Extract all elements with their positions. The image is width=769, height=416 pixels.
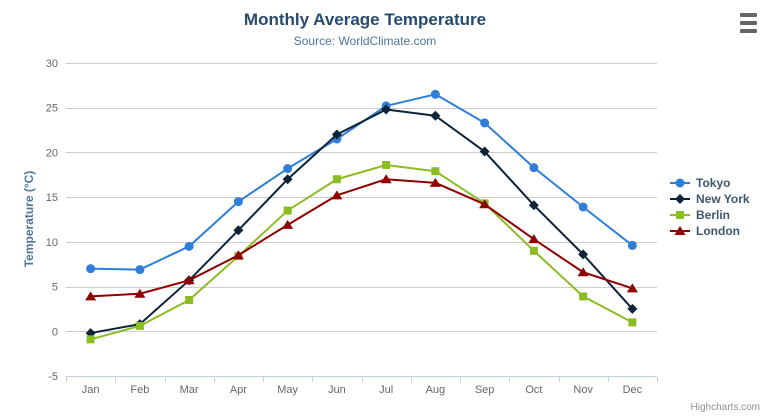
x-axis-label: Jul (379, 384, 393, 396)
y-axis-label: 5 (52, 282, 58, 294)
data-point-london-dec[interactable] (626, 283, 638, 293)
legend-item-new-york[interactable]: New York (669, 191, 750, 207)
legend: Tokyo New York Berlin London (669, 175, 750, 239)
data-point-tokyo-nov[interactable] (578, 202, 588, 212)
legend-label-london: London (696, 224, 740, 238)
legend-label-berlin: Berlin (696, 208, 731, 222)
data-point-berlin-jul[interactable] (382, 160, 391, 169)
data-point-tokyo-mar[interactable] (184, 241, 194, 251)
data-point-new-york-jul[interactable] (381, 104, 392, 115)
data-point-london-may[interactable] (282, 219, 294, 229)
data-point-berlin-jan[interactable] (86, 335, 95, 344)
y-axis-label: 30 (46, 58, 58, 70)
x-axis-label: May (277, 384, 298, 396)
data-point-berlin-mar[interactable] (185, 295, 194, 304)
data-point-london-jul[interactable] (380, 174, 392, 184)
legend-symbol-tokyo (675, 178, 685, 188)
x-axis-label: Sep (475, 384, 495, 396)
data-point-new-york-nov[interactable] (578, 249, 589, 260)
data-point-tokyo-dec[interactable] (627, 240, 637, 250)
series-tokyo (86, 89, 637, 275)
legend-symbol-london (674, 226, 686, 235)
data-point-berlin-dec[interactable] (628, 318, 637, 327)
data-point-berlin-may[interactable] (283, 206, 292, 215)
data-point-new-york-oct[interactable] (528, 200, 539, 211)
legend-marker-triangle-icon (670, 226, 690, 235)
export-menu-button[interactable] (739, 12, 759, 34)
data-point-london-mar[interactable] (183, 275, 195, 285)
data-point-new-york-may[interactable] (282, 174, 293, 185)
legend-label-new-york: New York (696, 192, 750, 206)
data-point-tokyo-sep[interactable] (480, 118, 490, 128)
x-axis-label: Apr (230, 384, 247, 396)
credits-link[interactable]: Highcharts.com (690, 402, 760, 413)
series-line-london[interactable] (89, 178, 634, 298)
data-point-london-apr[interactable] (232, 250, 244, 260)
data-point-london-jan[interactable] (85, 291, 97, 301)
y-axis-label: 15 (46, 192, 58, 204)
data-point-berlin-aug[interactable] (431, 167, 440, 176)
legend-label-tokyo: Tokyo (696, 176, 731, 190)
x-axis-label: Feb (130, 384, 149, 396)
hamburger-menu-icon (740, 13, 757, 17)
data-point-berlin-feb[interactable] (135, 321, 144, 330)
y-axis-label: 10 (46, 237, 58, 249)
x-axis-label: Jan (82, 384, 100, 396)
legend-item-berlin[interactable]: Berlin (669, 207, 750, 223)
data-point-tokyo-may[interactable] (283, 164, 293, 174)
data-point-berlin-oct[interactable] (529, 246, 538, 255)
data-point-london-nov[interactable] (577, 267, 589, 277)
x-axis-label: Oct (525, 384, 542, 396)
legend-marker-diamond-icon (670, 194, 690, 204)
y-axis-label: 25 (46, 103, 58, 115)
data-point-tokyo-feb[interactable] (135, 265, 145, 275)
data-point-london-jun[interactable] (331, 190, 343, 200)
x-axis-label: Mar (180, 384, 199, 396)
data-point-berlin-jun[interactable] (332, 175, 341, 184)
data-point-new-york-aug[interactable] (430, 110, 441, 121)
legend-marker-circle-icon (670, 178, 690, 188)
data-point-london-feb[interactable] (134, 288, 146, 298)
chart-subtitle: Source: WorldClimate.com (293, 34, 437, 48)
series-line-new-york[interactable] (89, 108, 634, 335)
hamburger-menu-icon (740, 29, 757, 33)
data-point-london-aug[interactable] (429, 177, 441, 187)
series-line-berlin[interactable] (89, 163, 634, 341)
data-point-london-sep[interactable] (479, 199, 491, 209)
legend-item-tokyo[interactable]: Tokyo (669, 175, 750, 191)
y-axis-label: -5 (48, 371, 58, 383)
y-axis-label: 0 (52, 326, 58, 338)
x-axis-label: Nov (573, 384, 593, 396)
data-point-new-york-apr[interactable] (233, 225, 244, 236)
hamburger-menu-icon (740, 21, 757, 25)
series-line-tokyo[interactable] (89, 93, 634, 271)
data-point-tokyo-aug[interactable] (430, 89, 440, 99)
data-point-new-york-dec[interactable] (627, 303, 638, 314)
legend-marker-square-icon (670, 211, 690, 219)
x-axis-label: Aug (426, 384, 446, 396)
legend-symbol-new-york (675, 194, 685, 204)
data-point-new-york-jun[interactable] (331, 129, 342, 140)
series-new-york (85, 104, 638, 339)
y-axis-label: 20 (46, 147, 58, 159)
data-point-london-oct[interactable] (528, 234, 540, 244)
y-axis-title: Temperature (°C) (22, 170, 36, 268)
legend-symbol-berlin (676, 211, 684, 219)
series-london (85, 174, 638, 301)
data-point-new-york-sep[interactable] (479, 146, 490, 157)
chart-title: Monthly Average Temperature (243, 10, 487, 29)
data-point-tokyo-apr[interactable] (233, 197, 243, 207)
data-point-tokyo-oct[interactable] (529, 163, 539, 173)
legend-item-london[interactable]: London (669, 223, 750, 239)
data-point-tokyo-jan[interactable] (86, 264, 96, 274)
data-point-berlin-nov[interactable] (579, 292, 588, 301)
x-axis-label: Dec (623, 384, 643, 396)
x-axis-label: Jun (328, 384, 346, 396)
